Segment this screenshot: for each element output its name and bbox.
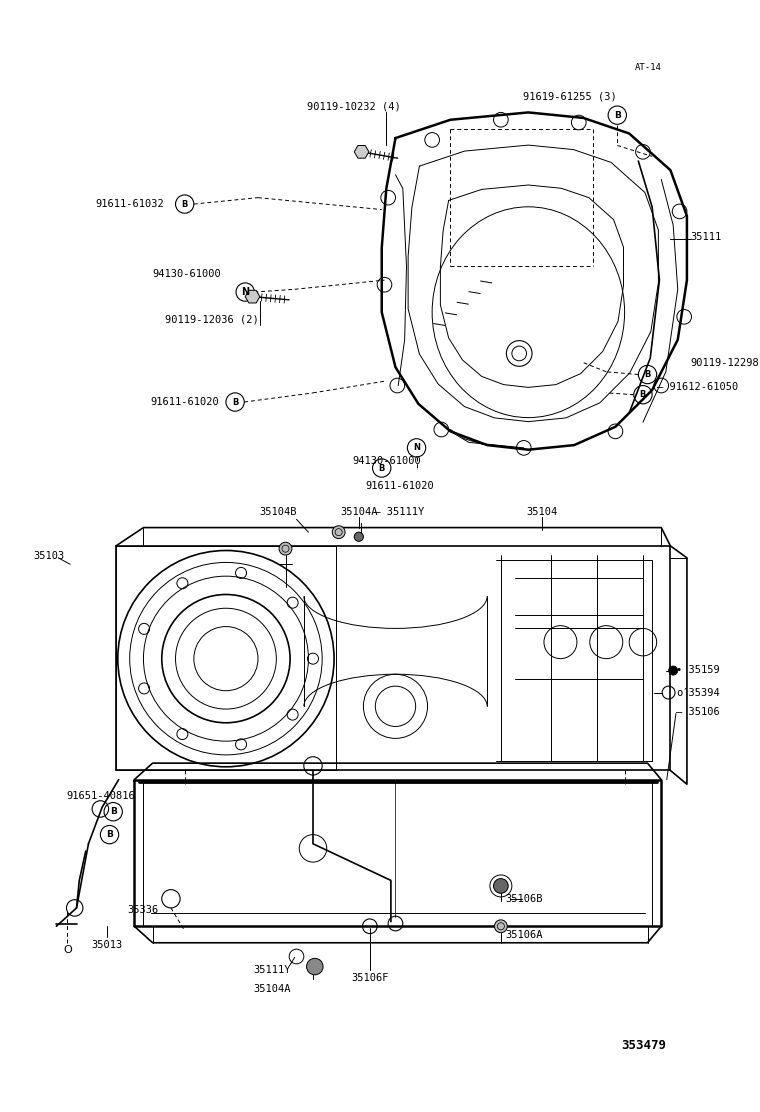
Text: 91619-61255 (3): 91619-61255 (3)	[523, 92, 616, 102]
Text: 91611-61020: 91611-61020	[150, 397, 220, 407]
Text: 90119-12298: 90119-12298	[691, 358, 759, 368]
Circle shape	[493, 878, 508, 893]
Text: B: B	[182, 199, 188, 209]
Text: 35106B: 35106B	[505, 894, 543, 904]
Text: 35111: 35111	[691, 232, 722, 242]
Text: 35104: 35104	[527, 507, 558, 517]
Text: 35106F: 35106F	[351, 973, 388, 983]
Circle shape	[354, 533, 363, 542]
Circle shape	[306, 959, 323, 975]
Text: 94130-61000: 94130-61000	[352, 456, 421, 466]
Circle shape	[332, 526, 345, 538]
Text: 94130-61000: 94130-61000	[153, 269, 221, 279]
Text: 35111Y: 35111Y	[253, 965, 290, 975]
Text: — 35111Y: — 35111Y	[368, 507, 424, 517]
Text: O: O	[63, 944, 71, 954]
Text: 35013: 35013	[91, 940, 122, 950]
Text: 91651-40816: 91651-40816	[66, 791, 135, 801]
Circle shape	[669, 666, 678, 675]
Text: 91611-61020: 91611-61020	[366, 481, 435, 492]
Text: N: N	[241, 287, 249, 297]
Text: B: B	[378, 464, 385, 473]
Text: 35106A: 35106A	[505, 931, 543, 941]
Text: 35104A: 35104A	[340, 507, 378, 517]
Polygon shape	[245, 290, 260, 302]
Text: 35104B: 35104B	[259, 507, 296, 517]
Circle shape	[495, 920, 507, 933]
Text: AT-14: AT-14	[635, 63, 661, 72]
Text: 353479: 353479	[621, 1039, 666, 1052]
Text: B: B	[232, 397, 239, 407]
Circle shape	[279, 543, 292, 555]
Text: 35103: 35103	[33, 552, 65, 560]
Text: B: B	[109, 807, 116, 816]
Text: B: B	[106, 831, 113, 840]
Text: — 35106: — 35106	[676, 707, 720, 717]
Text: B: B	[614, 111, 621, 120]
Text: B: B	[640, 390, 646, 399]
Text: 90119-10232 (4): 90119-10232 (4)	[307, 101, 401, 111]
Text: 35104A: 35104A	[253, 984, 290, 994]
Text: 90119-12036 (2): 90119-12036 (2)	[164, 315, 258, 325]
Text: • 35159: • 35159	[676, 665, 720, 675]
Polygon shape	[354, 146, 369, 158]
Text: o′35394: o′35394	[676, 687, 720, 697]
Text: B: B	[644, 370, 651, 379]
Text: 35336: 35336	[128, 905, 159, 915]
Text: N: N	[413, 444, 420, 453]
Text: — 91612-61050: — 91612-61050	[657, 383, 738, 393]
Text: 91611-61032: 91611-61032	[96, 199, 164, 209]
